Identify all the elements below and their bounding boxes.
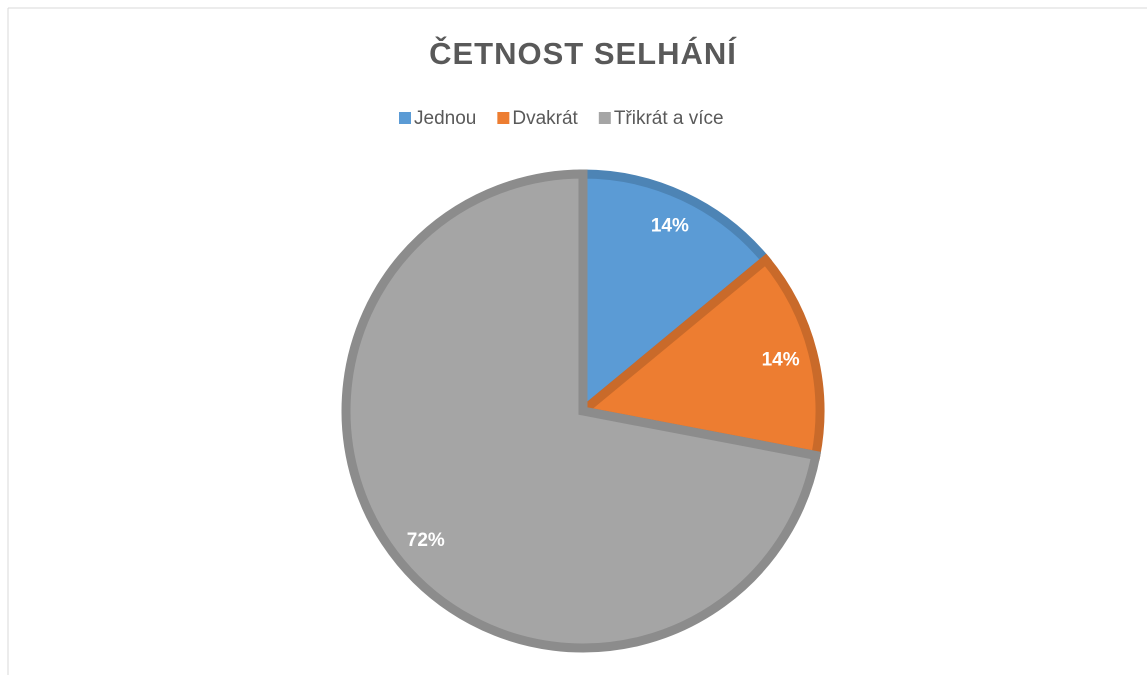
legend-swatch: [399, 112, 411, 124]
legend-swatch: [598, 112, 611, 124]
chart-title: ČETNOST SELHÁNÍ: [429, 35, 737, 71]
pie-slice: [572, 253, 825, 461]
pie-slice: [578, 169, 772, 421]
legend-label: Třikrát a více: [614, 108, 724, 129]
pie-slice: [341, 169, 822, 653]
legend-swatch: [497, 112, 510, 124]
data-label: 72%: [407, 530, 445, 551]
data-label: 14%: [762, 349, 800, 370]
legend-label: Jednou: [414, 108, 476, 129]
legend-label: Dvakrát: [512, 108, 578, 129]
data-label: 14%: [651, 215, 689, 236]
